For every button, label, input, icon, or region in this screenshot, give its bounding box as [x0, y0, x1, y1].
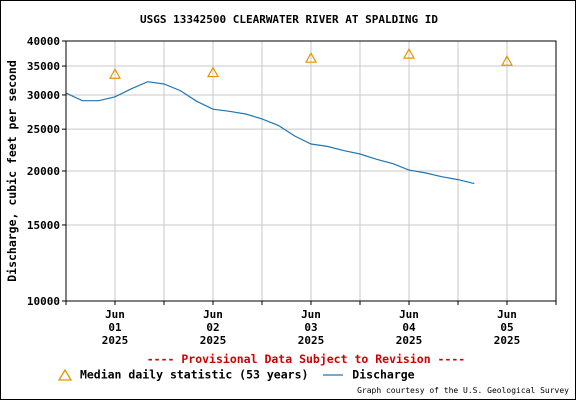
x-tick-label: Jun [301, 308, 321, 321]
y-tick-label: 20000 [27, 165, 60, 178]
x-tick-label: 05 [500, 321, 513, 334]
y-tick-label: 30000 [27, 89, 60, 102]
x-tick-label: Jun [105, 308, 125, 321]
credit-text: Graph courtesy of the U.S. Geological Su… [357, 386, 569, 395]
x-tick-label: Jun [399, 308, 419, 321]
median-marker [108, 68, 122, 79]
legend-triangle-icon [57, 368, 73, 381]
y-axis-label: Discharge, cubic feet per second [5, 60, 19, 282]
y-tick-label: 40000 [27, 35, 60, 48]
x-tick-label: 2025 [494, 334, 521, 347]
discharge-line [65, 81, 475, 185]
x-tick-label: 02 [206, 321, 219, 334]
provisional-notice: ---- Provisional Data Subject to Revisio… [146, 352, 466, 366]
x-tick-label: 01 [108, 321, 122, 334]
y-tick-label: 10000 [27, 295, 60, 308]
x-tick-label: 2025 [396, 334, 423, 347]
x-tick-label: 2025 [298, 334, 325, 347]
legend-discharge-line-icon [323, 373, 344, 376]
chart-title: USGS 13342500 CLEARWATER RIVER AT SPALDI… [139, 13, 438, 26]
legend-median-label: Median daily statistic (53 years) [79, 367, 309, 382]
y-tick-label: 35000 [27, 60, 60, 73]
x-tick-label: Jun [203, 308, 223, 321]
median-marker [402, 47, 416, 59]
median-marker [500, 55, 514, 66]
x-tick-label: Jun [497, 308, 517, 321]
plot-border [65, 40, 557, 302]
x-tick-label: 2025 [200, 334, 227, 347]
x-tick-label: 03 [304, 321, 317, 334]
legend-discharge-label: Discharge [352, 367, 415, 382]
y-tick-label: 25000 [27, 123, 60, 136]
median-marker [206, 66, 220, 78]
x-tick-label: 04 [402, 321, 416, 334]
x-tick-label: 2025 [102, 334, 129, 347]
y-tick-label: 15000 [27, 219, 60, 232]
median-marker [304, 51, 318, 63]
legend: Median daily statistic (53 years) Discha… [57, 367, 415, 382]
